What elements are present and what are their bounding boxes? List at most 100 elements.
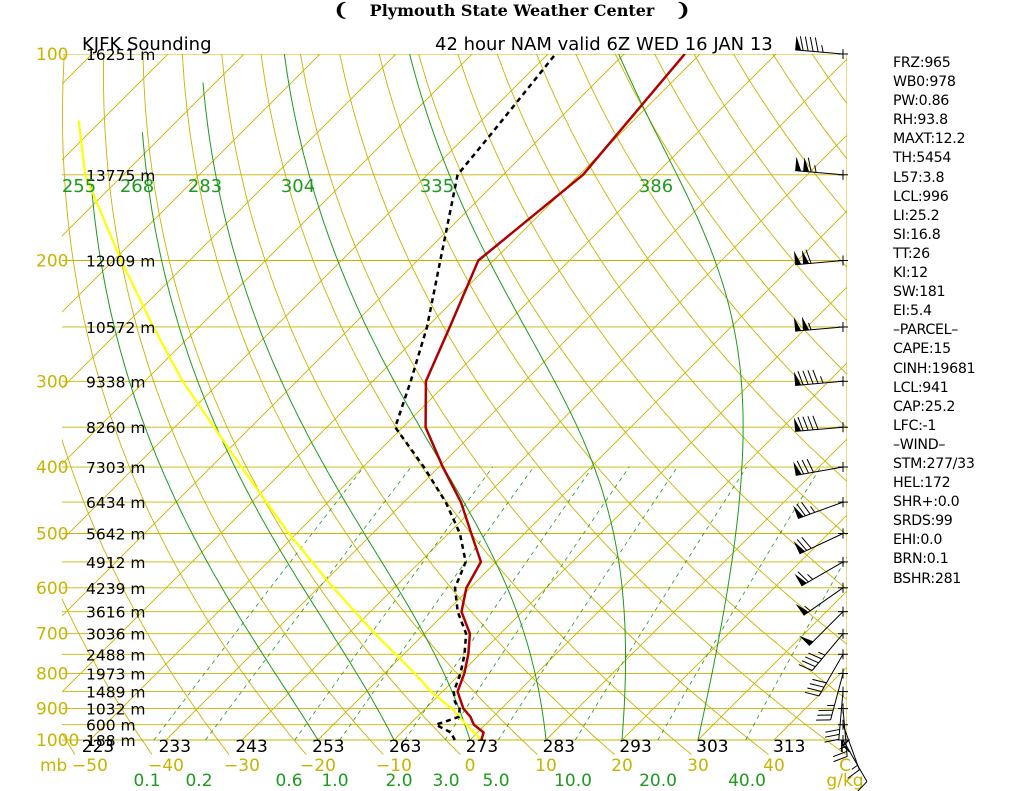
index-line: EI:5.4 — [893, 303, 932, 320]
index-line: HEL:172 — [893, 475, 951, 492]
wind-barb — [793, 316, 848, 332]
dry-adiabat-line — [1009, 54, 1024, 755]
temperature-tick-label: −40 — [148, 756, 184, 776]
model-valid-label: 42 hour NAM valid 6Z WED 16 JAN 13 — [435, 34, 773, 55]
temperature-tick-label: −10 — [376, 756, 412, 776]
wind-barb — [838, 719, 860, 779]
height-label: 2488 m — [86, 646, 145, 664]
temperature-tick-label: 10 — [535, 756, 557, 776]
index-line: CAPE:15 — [893, 341, 951, 358]
kelvin-tick-label: 273 — [466, 737, 498, 757]
temperature-tick-label: 20 — [611, 756, 633, 776]
adiabat-theta-label: 386 — [639, 176, 673, 197]
index-line: L57:3.8 — [893, 169, 945, 186]
kelvin-tick-label: 283 — [543, 737, 575, 757]
height-label: 6434 m — [86, 494, 145, 512]
wind-barb — [793, 458, 848, 476]
dry-adiabat-line — [378, 54, 847, 701]
mixing-ratio-tick-label: 1.0 — [321, 771, 348, 791]
index-line: BSHR:281 — [893, 570, 962, 587]
dry-adiabat-line — [62, 438, 230, 755]
dry-adiabat-line — [496, 54, 847, 536]
index-line: LCL:941 — [893, 379, 949, 396]
kelvin-tick-label: 263 — [389, 737, 421, 757]
temperature-unit-label: C — [839, 756, 851, 776]
wind-barb — [798, 628, 848, 671]
pressure-tick-label: 400 — [36, 458, 68, 478]
right-flag-icon: ❩ — [675, 0, 691, 21]
height-label: 188 m — [86, 732, 136, 750]
stability-indices-panel: FRZ:965 WB0:978 PW:0.86 RH:93.8 MAXT:12.2 TH:… — [893, 54, 976, 589]
mixing-ratio-unit-label: g/kg — [826, 771, 863, 791]
isotherm-line — [62, 54, 397, 389]
isotherm-line — [697, 590, 847, 741]
dry-adiabat-line — [614, 54, 847, 375]
index-line: SI:16.8 — [893, 226, 941, 243]
height-label: 1973 m — [86, 666, 145, 684]
wind-barb — [794, 556, 848, 587]
isotherm-line — [469, 362, 847, 741]
mixing-ratio-line — [205, 466, 412, 741]
dry-adiabat-line — [102, 54, 384, 755]
height-label: 9338 m — [86, 373, 145, 391]
dry-adiabat-line — [62, 598, 153, 755]
adiabat-theta-label: 335 — [420, 176, 454, 197]
mixing-ratio-line — [153, 466, 365, 741]
dry-adiabat-line — [536, 54, 847, 482]
mixing-ratio-tick-label: 2.0 — [385, 771, 412, 791]
wind-barb — [832, 703, 848, 763]
index-line: CAP:25.2 — [893, 398, 956, 415]
pressure-tick-label: 500 — [36, 524, 68, 544]
isotherm-line — [62, 54, 701, 693]
height-label: 3616 m — [86, 604, 145, 622]
dewpoint-profile-line — [393, 54, 557, 741]
adiabat-theta-label: 304 — [281, 176, 315, 197]
temperature-tick-label: 0 — [465, 756, 476, 776]
dry-adiabat-line — [733, 54, 847, 214]
index-line: SHR+:0.0 — [893, 494, 960, 511]
wind-barb — [824, 686, 848, 743]
index-line: LCL:996 — [893, 188, 949, 205]
dry-adiabat-line — [142, 54, 461, 755]
dry-adiabat-line — [970, 54, 1024, 755]
height-label: 1489 m — [86, 684, 145, 702]
isotherm-line — [0, 54, 16, 740]
mixing-ratio-tick-label: 40.0 — [728, 771, 766, 791]
kelvin-tick-label: 293 — [619, 737, 651, 757]
mixing-ratio-line — [657, 466, 822, 741]
dry-adiabat-line — [181, 54, 538, 755]
index-line: RH:93.8 — [893, 112, 948, 129]
dry-adiabat-line — [221, 54, 615, 755]
isotherm-line — [317, 210, 847, 741]
mixing-ratio-line — [745, 556, 847, 741]
wind-barb — [795, 156, 848, 180]
pressure-unit-label: mb — [40, 756, 67, 776]
pressure-tick-label: 900 — [36, 700, 68, 720]
mixing-ratio-tick-label: 3.0 — [432, 771, 459, 791]
height-label: 5642 m — [86, 525, 145, 543]
isotherm-line — [62, 54, 245, 237]
kelvin-tick-label: 313 — [773, 737, 805, 757]
height-label: 10572 m — [86, 319, 155, 337]
pressure-tick-label: 200 — [36, 252, 68, 272]
mixing-ratio-line — [404, 466, 594, 741]
isotherm-line — [241, 134, 847, 741]
left-flag-icon: ❨ — [333, 0, 349, 21]
kelvin-tick-label: 253 — [312, 737, 344, 757]
mixing-ratio-tick-label: 0.1 — [133, 771, 160, 791]
index-line: WB0:978 — [893, 74, 956, 91]
height-label: 16251 m — [86, 46, 155, 64]
moist-adiabat-line — [141, 132, 395, 741]
moist-adiabat-line — [618, 54, 744, 741]
dry-adiabat-line — [575, 54, 847, 429]
dry-adiabat-line — [457, 54, 847, 591]
index-line: SW:181 — [893, 284, 946, 301]
index-line: FRZ:965 — [893, 55, 951, 71]
dry-adiabat-line — [260, 54, 692, 755]
temperature-tick-label: 30 — [687, 756, 709, 776]
isotherm-line — [165, 58, 847, 741]
pressure-tick-label: 800 — [36, 665, 68, 685]
pressure-tick-label: 300 — [36, 372, 68, 392]
temperature-profile-line — [424, 54, 686, 741]
